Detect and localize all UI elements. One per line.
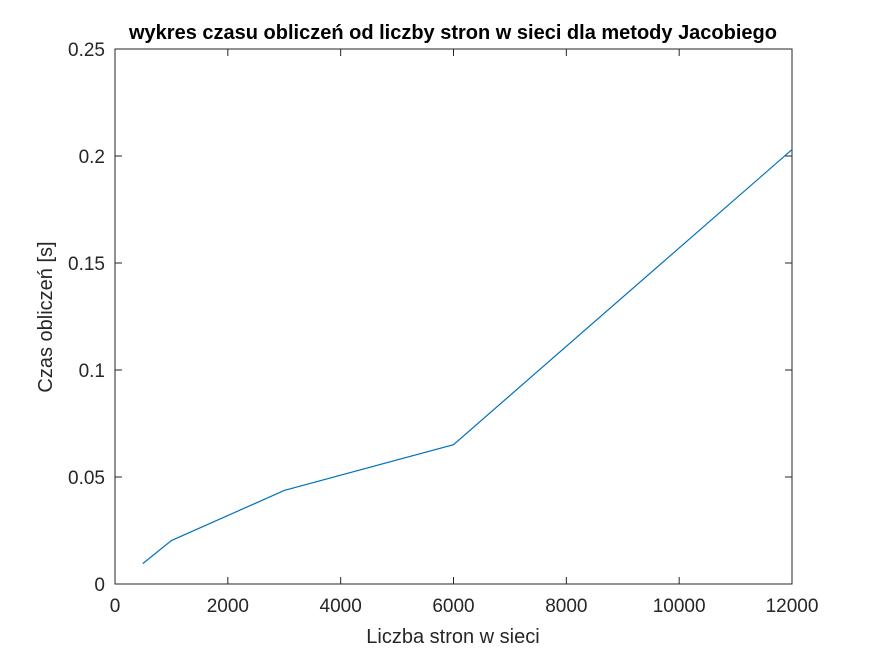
data-point — [452, 444, 455, 446]
x-axis: 0 2000 4000 6000 8000 10000 12000 — [110, 49, 819, 617]
data-point — [791, 148, 793, 151]
x-tick-label: 2000 — [207, 596, 249, 617]
y-axis-label: Czas obliczeń [s] — [35, 241, 57, 392]
x-tick-label: 0 — [110, 596, 121, 617]
x-tick-label: 4000 — [320, 596, 362, 617]
x-tick-label: 10000 — [653, 596, 706, 617]
y-tick-label: 0.25 — [68, 40, 105, 61]
x-tick-label: 8000 — [545, 596, 587, 617]
x-axis-label: Liczba stron w sieci — [366, 626, 539, 648]
chart-title: wykres czasu obliczeń od liczby stron w … — [128, 22, 777, 44]
series-layer — [142, 148, 793, 564]
y-tick-label: 0.1 — [79, 361, 105, 382]
y-tick-label: 0.05 — [68, 468, 105, 489]
x-tick-label: 6000 — [432, 596, 474, 617]
y-tick-label: 0.2 — [79, 147, 105, 168]
data-point — [170, 539, 173, 542]
y-axis: 0 0.05 0.1 0.15 0.2 0.25 — [68, 40, 792, 596]
data-point — [142, 562, 144, 564]
plot-area — [114, 48, 793, 585]
y-tick-label: 0.15 — [68, 254, 105, 275]
y-tick-label: 0 — [94, 575, 105, 596]
data-point — [283, 489, 285, 492]
x-tick-label: 12000 — [766, 596, 819, 617]
